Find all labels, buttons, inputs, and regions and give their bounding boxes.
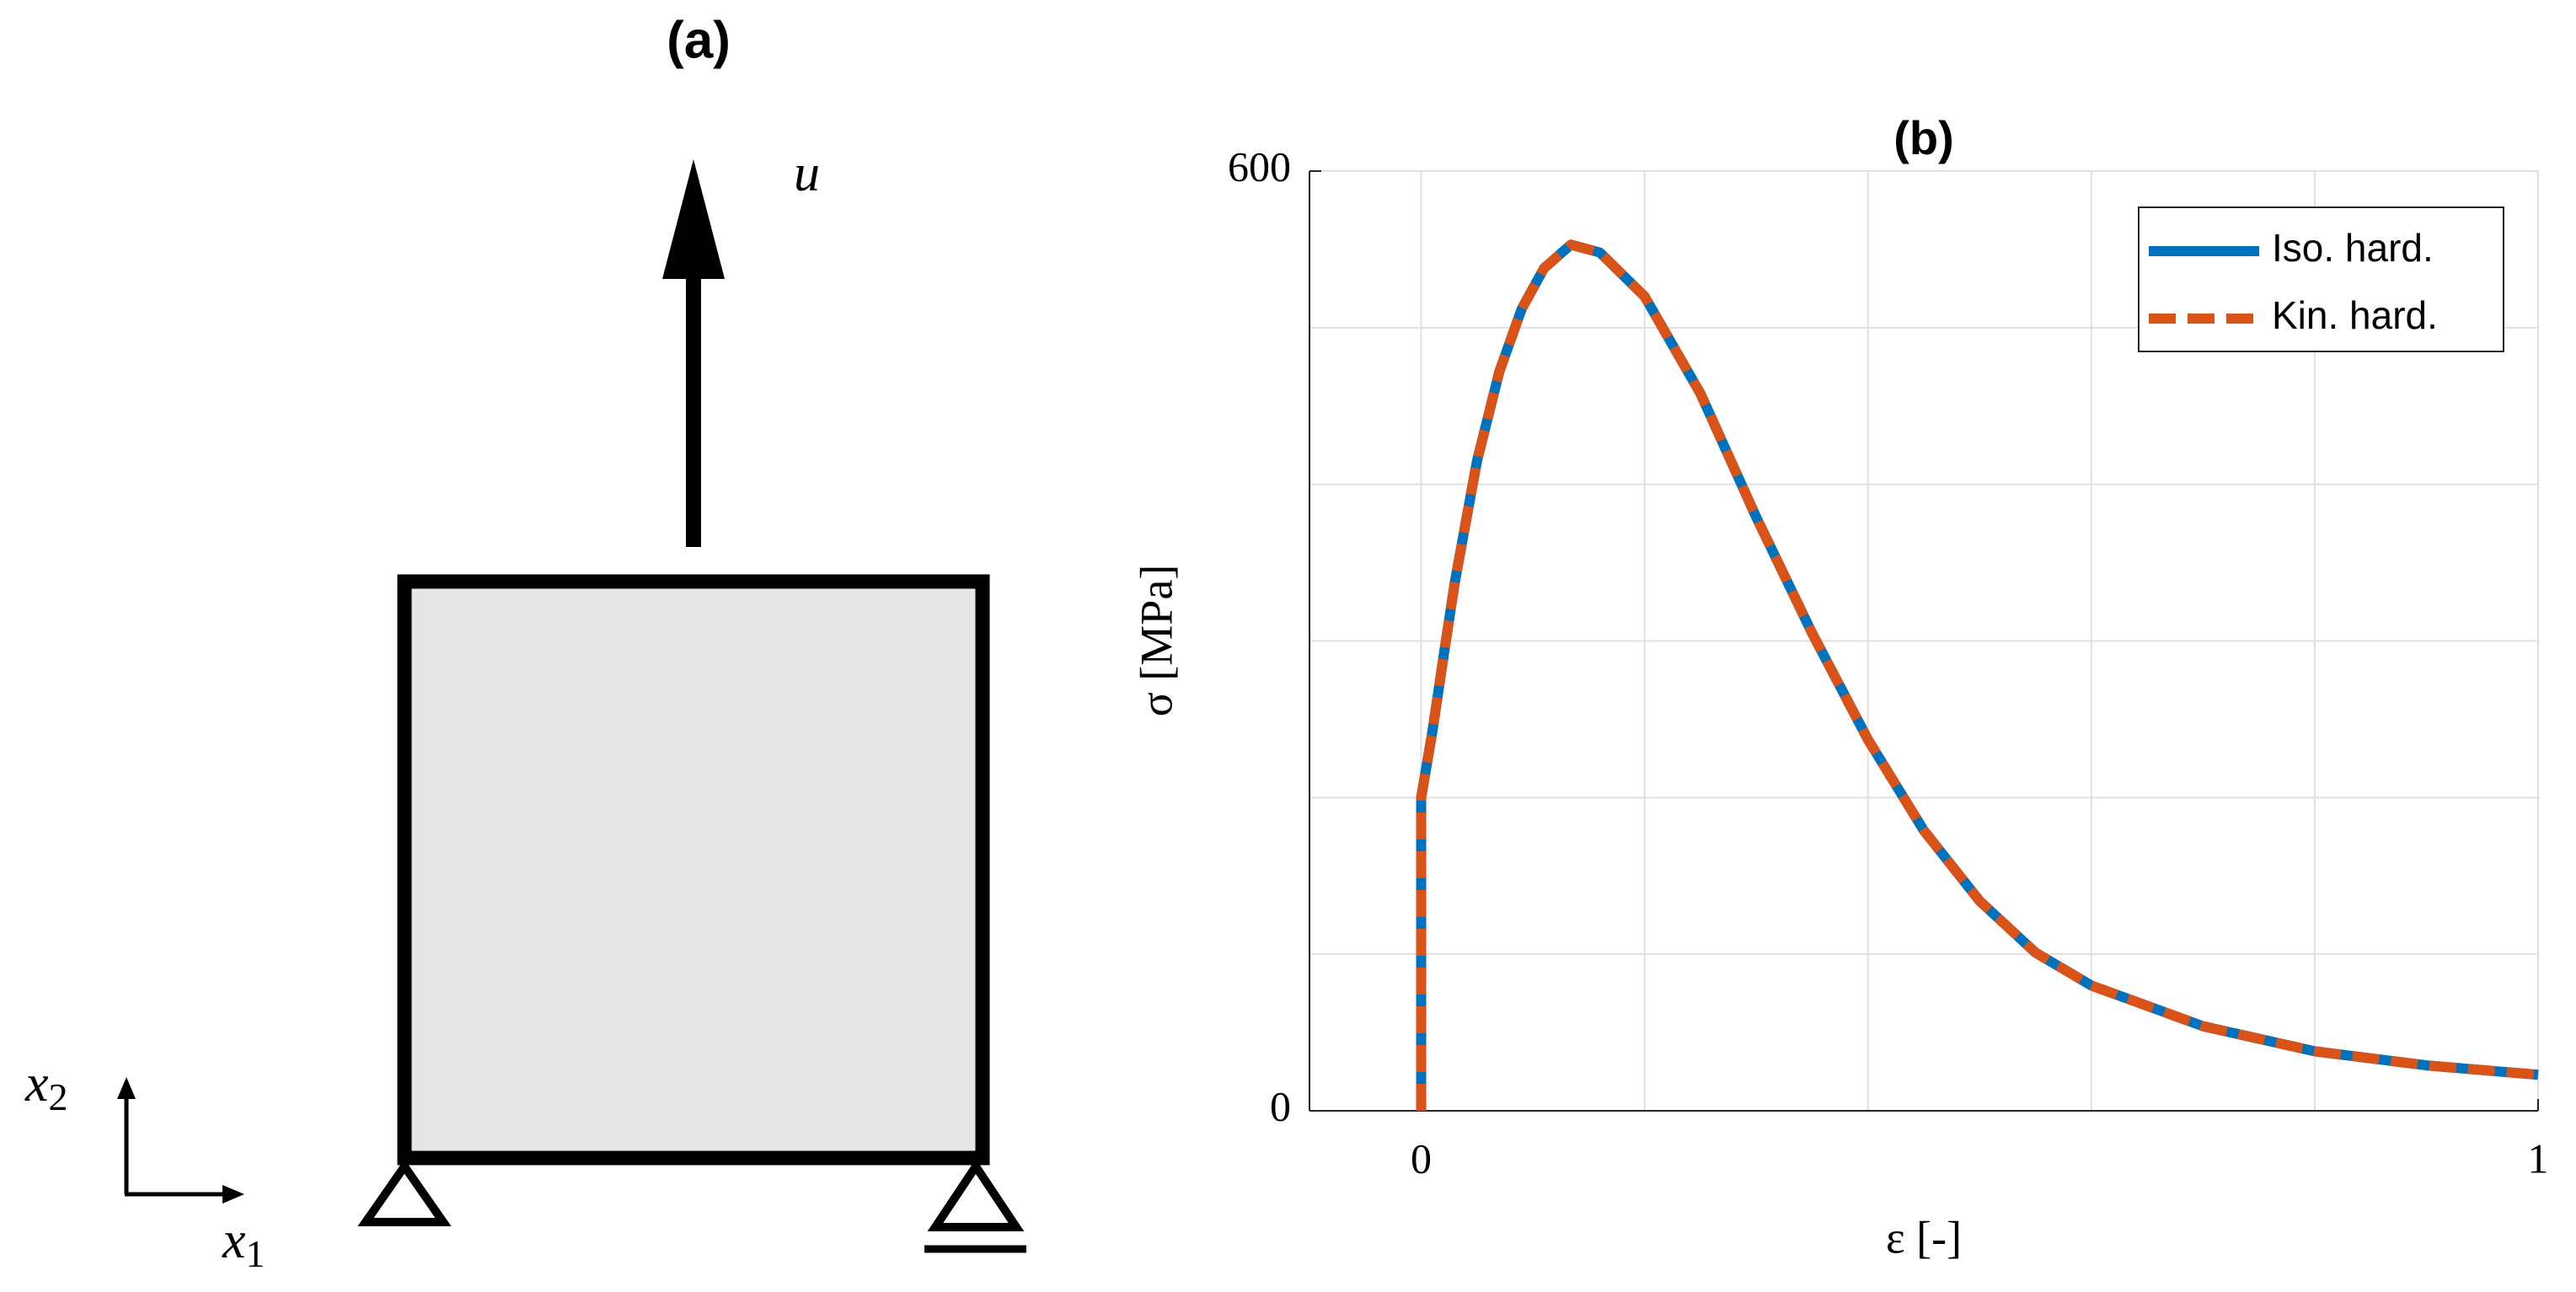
line-series <box>1416 239 2539 1111</box>
x2-base: x <box>24 1055 49 1112</box>
legend-label: Kin. hard. <box>2272 293 2438 337</box>
roller-support <box>927 1158 1025 1231</box>
y-tick-label: 0 <box>1270 1082 1291 1129</box>
x2-label: x2 <box>24 1055 68 1118</box>
y-axis-label: σ [MPa] <box>1131 565 1181 717</box>
chart: (b) ε [-] σ [MPa] 0 1 0 600 Iso. hard. Kin. h… <box>1131 111 2548 1263</box>
x-tick-label: 1 <box>2528 1134 2549 1182</box>
load-arrow-head <box>662 159 725 279</box>
legend-label: Iso. hard. <box>2272 226 2434 270</box>
line-series <box>1416 239 2539 1111</box>
load-label: u <box>794 145 820 202</box>
pin-support <box>357 1159 452 1226</box>
x1-label: x1 <box>222 1212 265 1274</box>
legend-box <box>2138 206 2504 352</box>
specimen <box>397 574 990 1166</box>
x2-arrow-head <box>117 1077 136 1099</box>
x1-base: x <box>222 1212 246 1269</box>
x2-sub: 2 <box>49 1075 68 1118</box>
chart-title: (b) <box>1893 111 1954 164</box>
y-tick-label: 600 <box>1228 142 1291 190</box>
x1-arrow-head <box>222 1185 244 1204</box>
x-tick-label: 0 <box>1411 1134 1432 1182</box>
x-axis-label: ε [-] <box>1886 1212 1962 1263</box>
x1-sub: 1 <box>246 1232 265 1275</box>
diagram-title: (a) <box>667 11 731 69</box>
